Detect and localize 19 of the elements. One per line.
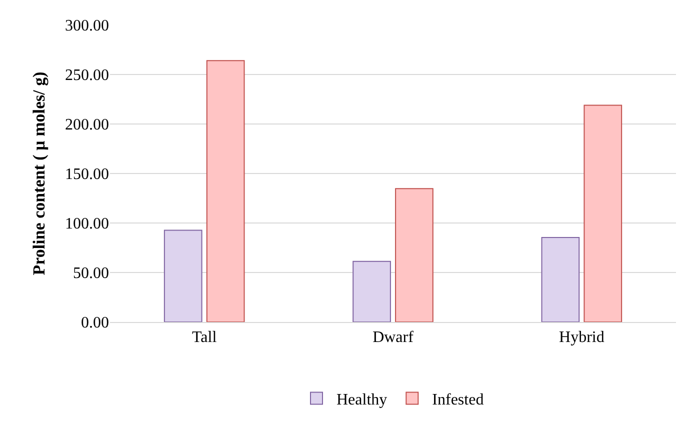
bar: [395, 188, 434, 322]
bar: [352, 260, 391, 322]
y-tick-label: 100.00: [65, 216, 109, 233]
y-tick-label: 250.00: [65, 67, 109, 84]
y-tick-label: 150.00: [65, 166, 109, 184]
y-tick-label: 50.00: [73, 265, 109, 282]
bar: [206, 60, 245, 322]
y-axis-title: Proline content ( µ moles/ g): [30, 72, 49, 276]
x-tick-label: Tall: [192, 329, 218, 346]
bar: [541, 236, 580, 322]
x-tick-label: Hybrid: [559, 329, 604, 346]
bar: [164, 230, 202, 322]
legend-label: Healthy: [336, 392, 388, 409]
y-tick-label: 0.00: [81, 314, 109, 332]
y-tick-label: 200.00: [65, 116, 109, 134]
x-tick-label: Dwarf: [372, 329, 414, 346]
bar: [584, 104, 622, 322]
legend-label: Infested: [432, 392, 484, 409]
y-tick-label: 300.00: [65, 18, 109, 35]
